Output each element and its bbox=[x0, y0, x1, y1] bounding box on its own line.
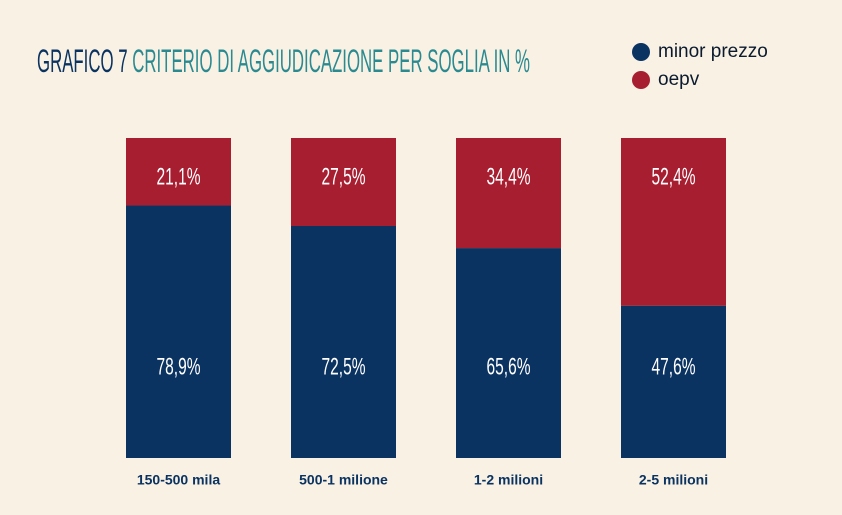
bar-segment bbox=[621, 138, 726, 306]
x-tick-label: 150-500 mila bbox=[137, 472, 220, 488]
bar-segment bbox=[291, 226, 396, 458]
bar-segment bbox=[456, 248, 561, 458]
bar-segment bbox=[291, 138, 396, 226]
data-label: 47,6% bbox=[652, 353, 696, 380]
chart-title: GRAFICO 7 CRITERIO DI AGGIUDICAZIONE PER… bbox=[37, 43, 530, 79]
data-label: 65,6% bbox=[487, 353, 531, 380]
data-label: 78,9% bbox=[157, 353, 201, 380]
data-label: 34,4% bbox=[487, 163, 531, 190]
legend-swatch bbox=[632, 71, 650, 89]
legend-swatch bbox=[632, 43, 650, 61]
title-label: GRAFICO 7 bbox=[37, 43, 128, 79]
bar-segment bbox=[456, 138, 561, 249]
x-tick-label: 1-2 milioni bbox=[474, 472, 543, 488]
legend-label: oepv bbox=[658, 69, 700, 90]
bar-segment bbox=[126, 138, 231, 206]
data-label: 21,1% bbox=[157, 163, 201, 190]
bar-segment bbox=[126, 205, 231, 458]
x-tick-label: 2-5 milioni bbox=[639, 472, 708, 488]
data-label: 72,5% bbox=[322, 353, 366, 380]
title-text: CRITERIO DI AGGIUDICAZIONE PER SOGLIA IN… bbox=[132, 43, 530, 79]
data-label: 52,4% bbox=[652, 163, 696, 190]
bar-segment bbox=[621, 305, 726, 458]
x-tick-label: 500-1 milione bbox=[299, 472, 388, 488]
data-label: 27,5% bbox=[322, 163, 366, 190]
legend-label: minor prezzo bbox=[658, 41, 768, 62]
